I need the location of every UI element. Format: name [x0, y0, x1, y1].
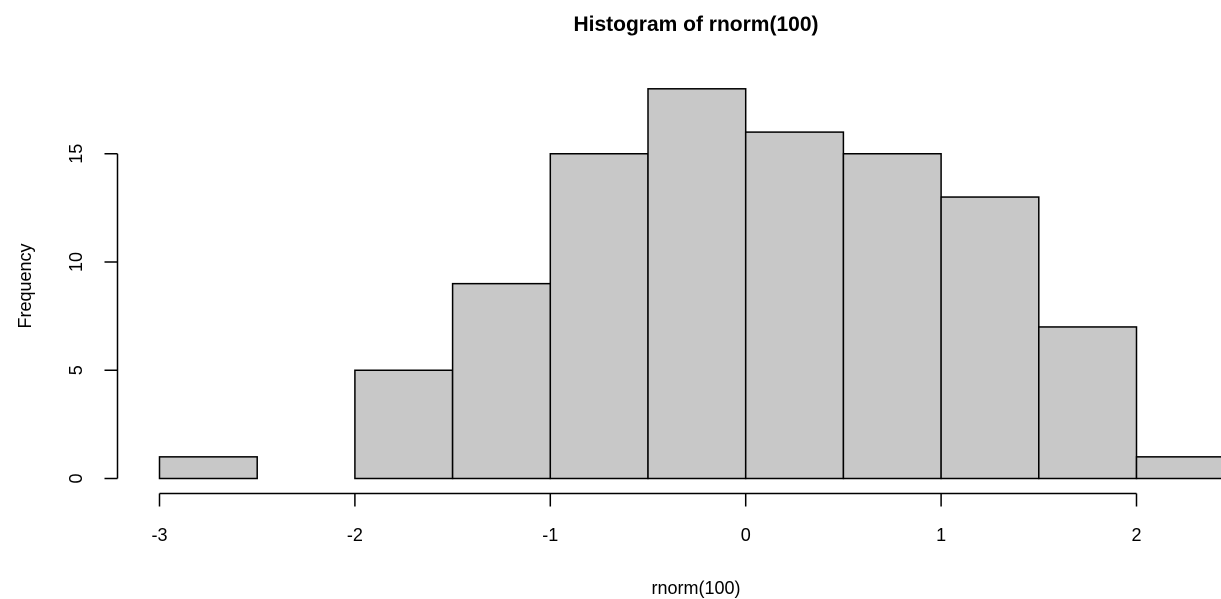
chart-title: Histogram of rnorm(100) [573, 13, 818, 36]
x-tick-label: -1 [542, 525, 558, 545]
x-tick-label: 1 [936, 525, 946, 545]
histogram-bar [158, 456, 258, 480]
histogram-bar [842, 153, 942, 480]
histogram-bar [647, 88, 747, 480]
histogram-bar [1135, 456, 1221, 480]
bars-group [158, 88, 1221, 480]
histogram-bar [354, 369, 454, 480]
histogram-bar [744, 131, 845, 480]
histogram-bar [549, 153, 649, 480]
y-tick-label: 5 [66, 365, 86, 375]
x-tick-label: 0 [741, 525, 751, 545]
y-tick-label: 10 [66, 252, 86, 272]
x-axis-label: rnorm(100) [651, 578, 740, 598]
histogram-bar [940, 196, 1040, 480]
x-tick-label: -2 [347, 525, 363, 545]
x-axis: -3 -2 -1 0 1 2 [151, 492, 1142, 545]
histogram-bar [1038, 326, 1138, 480]
y-tick-label: 15 [66, 144, 86, 164]
histogram-bar [451, 282, 552, 480]
y-axis: 0 5 10 15 [66, 144, 119, 484]
x-tick-label: -3 [151, 525, 167, 545]
y-tick-label: 0 [66, 473, 86, 483]
x-tick-label: 2 [1131, 525, 1141, 545]
y-axis-label: Frequency [15, 243, 35, 328]
